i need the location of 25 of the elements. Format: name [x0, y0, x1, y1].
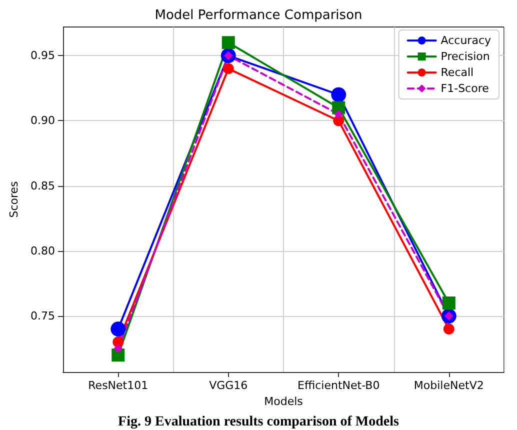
point: [222, 36, 235, 50]
x-tick-label: MobileNetV2: [414, 379, 484, 392]
point: [110, 322, 126, 337]
point: [334, 110, 344, 119]
point: [331, 87, 346, 102]
y-tick-label: 0.80: [30, 244, 55, 258]
caption: Fig. 9 Evaluation results comparison of Models: [118, 414, 400, 430]
legend-label: Precision: [440, 50, 490, 63]
chart-title: Model Performance Comparison: [154, 8, 362, 23]
x-tick-label: ResNet101: [88, 379, 148, 392]
legend-label: Accuracy: [440, 34, 492, 47]
point: [443, 324, 454, 335]
x-tick-label: EfficientNet-B0: [298, 379, 380, 392]
legend-label: F1-Score: [440, 82, 490, 95]
y-tick-label: 0.95: [30, 49, 55, 62]
x-tick-label: VGG16: [209, 379, 248, 392]
y-axis-title: Scores: [8, 180, 21, 218]
point: [442, 296, 456, 310]
y-tick-label: 0.90: [30, 114, 55, 128]
point: [114, 344, 123, 354]
point: [222, 63, 234, 74]
y-tick-label: 0.75: [30, 310, 55, 323]
y-tick-label: 0.85: [30, 179, 55, 192]
legend-label: Recall: [440, 66, 474, 79]
x-axis-title: Models: [264, 395, 304, 408]
